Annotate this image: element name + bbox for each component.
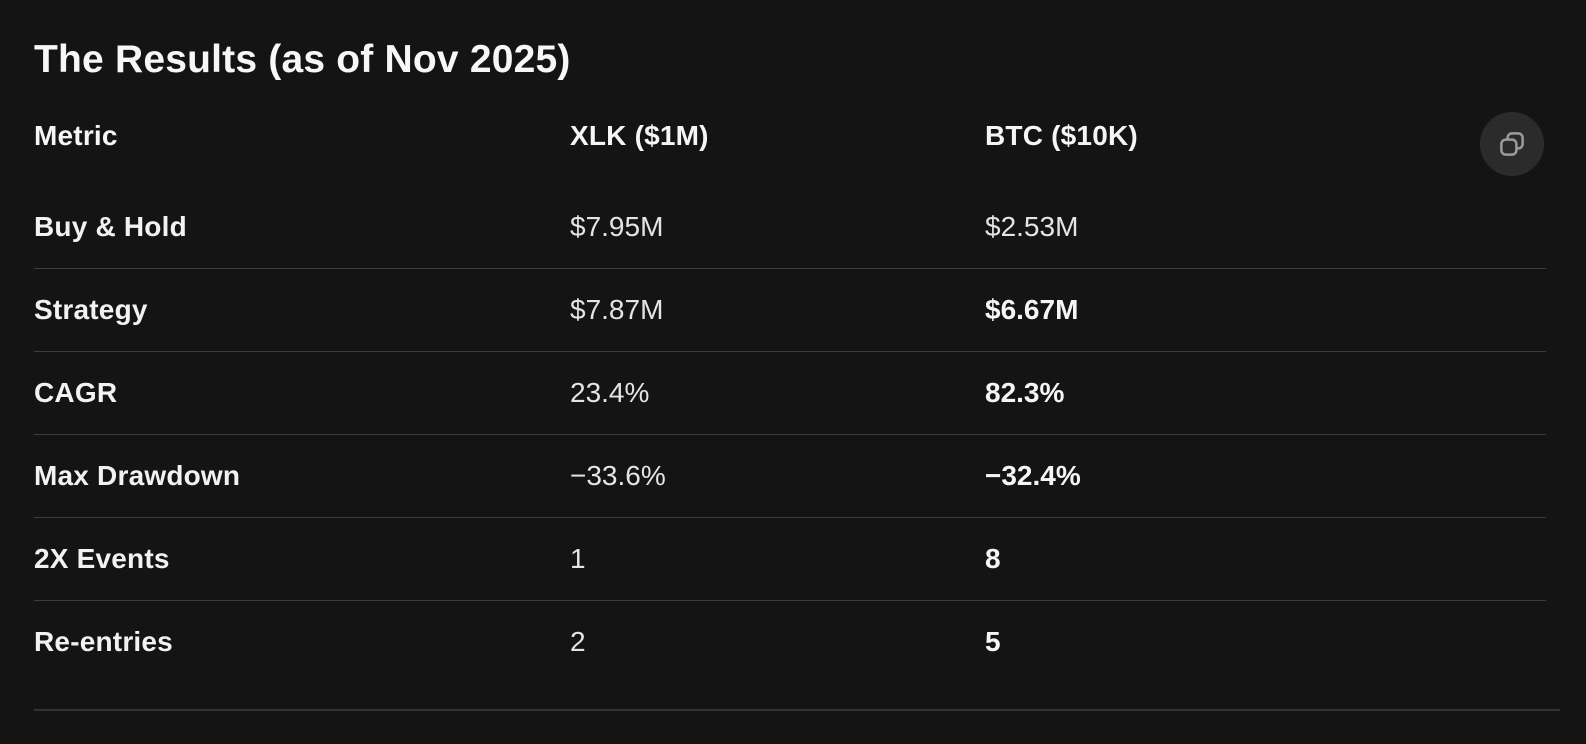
metric-label: Strategy (34, 294, 148, 325)
btc-value: 82.3% (985, 377, 1065, 408)
page-title: The Results (as of Nov 2025) (34, 38, 571, 81)
xlk-value: 2 (570, 626, 586, 657)
btc-value: 5 (985, 626, 1001, 657)
metric-label: Max Drawdown (34, 460, 241, 491)
table-header-row: Metric XLK ($1M) BTC ($10K) (34, 86, 1546, 186)
btc-value: 8 (985, 543, 1001, 574)
table-row-max-drawdown: Max Drawdown −33.6% −32.4% (34, 435, 1546, 518)
table-row-re-entries: Re-entries 2 5 (34, 601, 1546, 683)
column-header-btc: BTC ($10K) (985, 120, 1138, 151)
copy-button[interactable] (1480, 112, 1544, 176)
xlk-value: 23.4% (570, 377, 650, 408)
bottom-divider (34, 709, 1560, 711)
metric-label: CAGR (34, 377, 118, 408)
xlk-value: −33.6% (570, 460, 666, 491)
btc-value: $2.53M (985, 211, 1079, 242)
metric-label: Re-entries (34, 626, 173, 657)
table-row-buy-and-hold: Buy & Hold $7.95M $2.53M (34, 186, 1546, 269)
metric-label: 2X Events (34, 543, 170, 574)
xlk-value: $7.87M (570, 294, 664, 325)
table-row-strategy: Strategy $7.87M $6.67M (34, 269, 1546, 352)
copy-icon (1497, 129, 1527, 159)
column-header-xlk: XLK ($1M) (570, 120, 709, 151)
xlk-value: $7.95M (570, 211, 664, 242)
metric-label: Buy & Hold (34, 211, 187, 242)
column-header-metric: Metric (34, 120, 118, 151)
xlk-value: 1 (570, 543, 586, 574)
results-table: Metric XLK ($1M) BTC ($10K) Buy & Hold $… (34, 86, 1546, 683)
btc-value: $6.67M (985, 294, 1079, 325)
table-row-2x-events: 2X Events 1 8 (34, 518, 1546, 601)
btc-value: −32.4% (985, 460, 1081, 491)
table-row-cagr: CAGR 23.4% 82.3% (34, 352, 1546, 435)
